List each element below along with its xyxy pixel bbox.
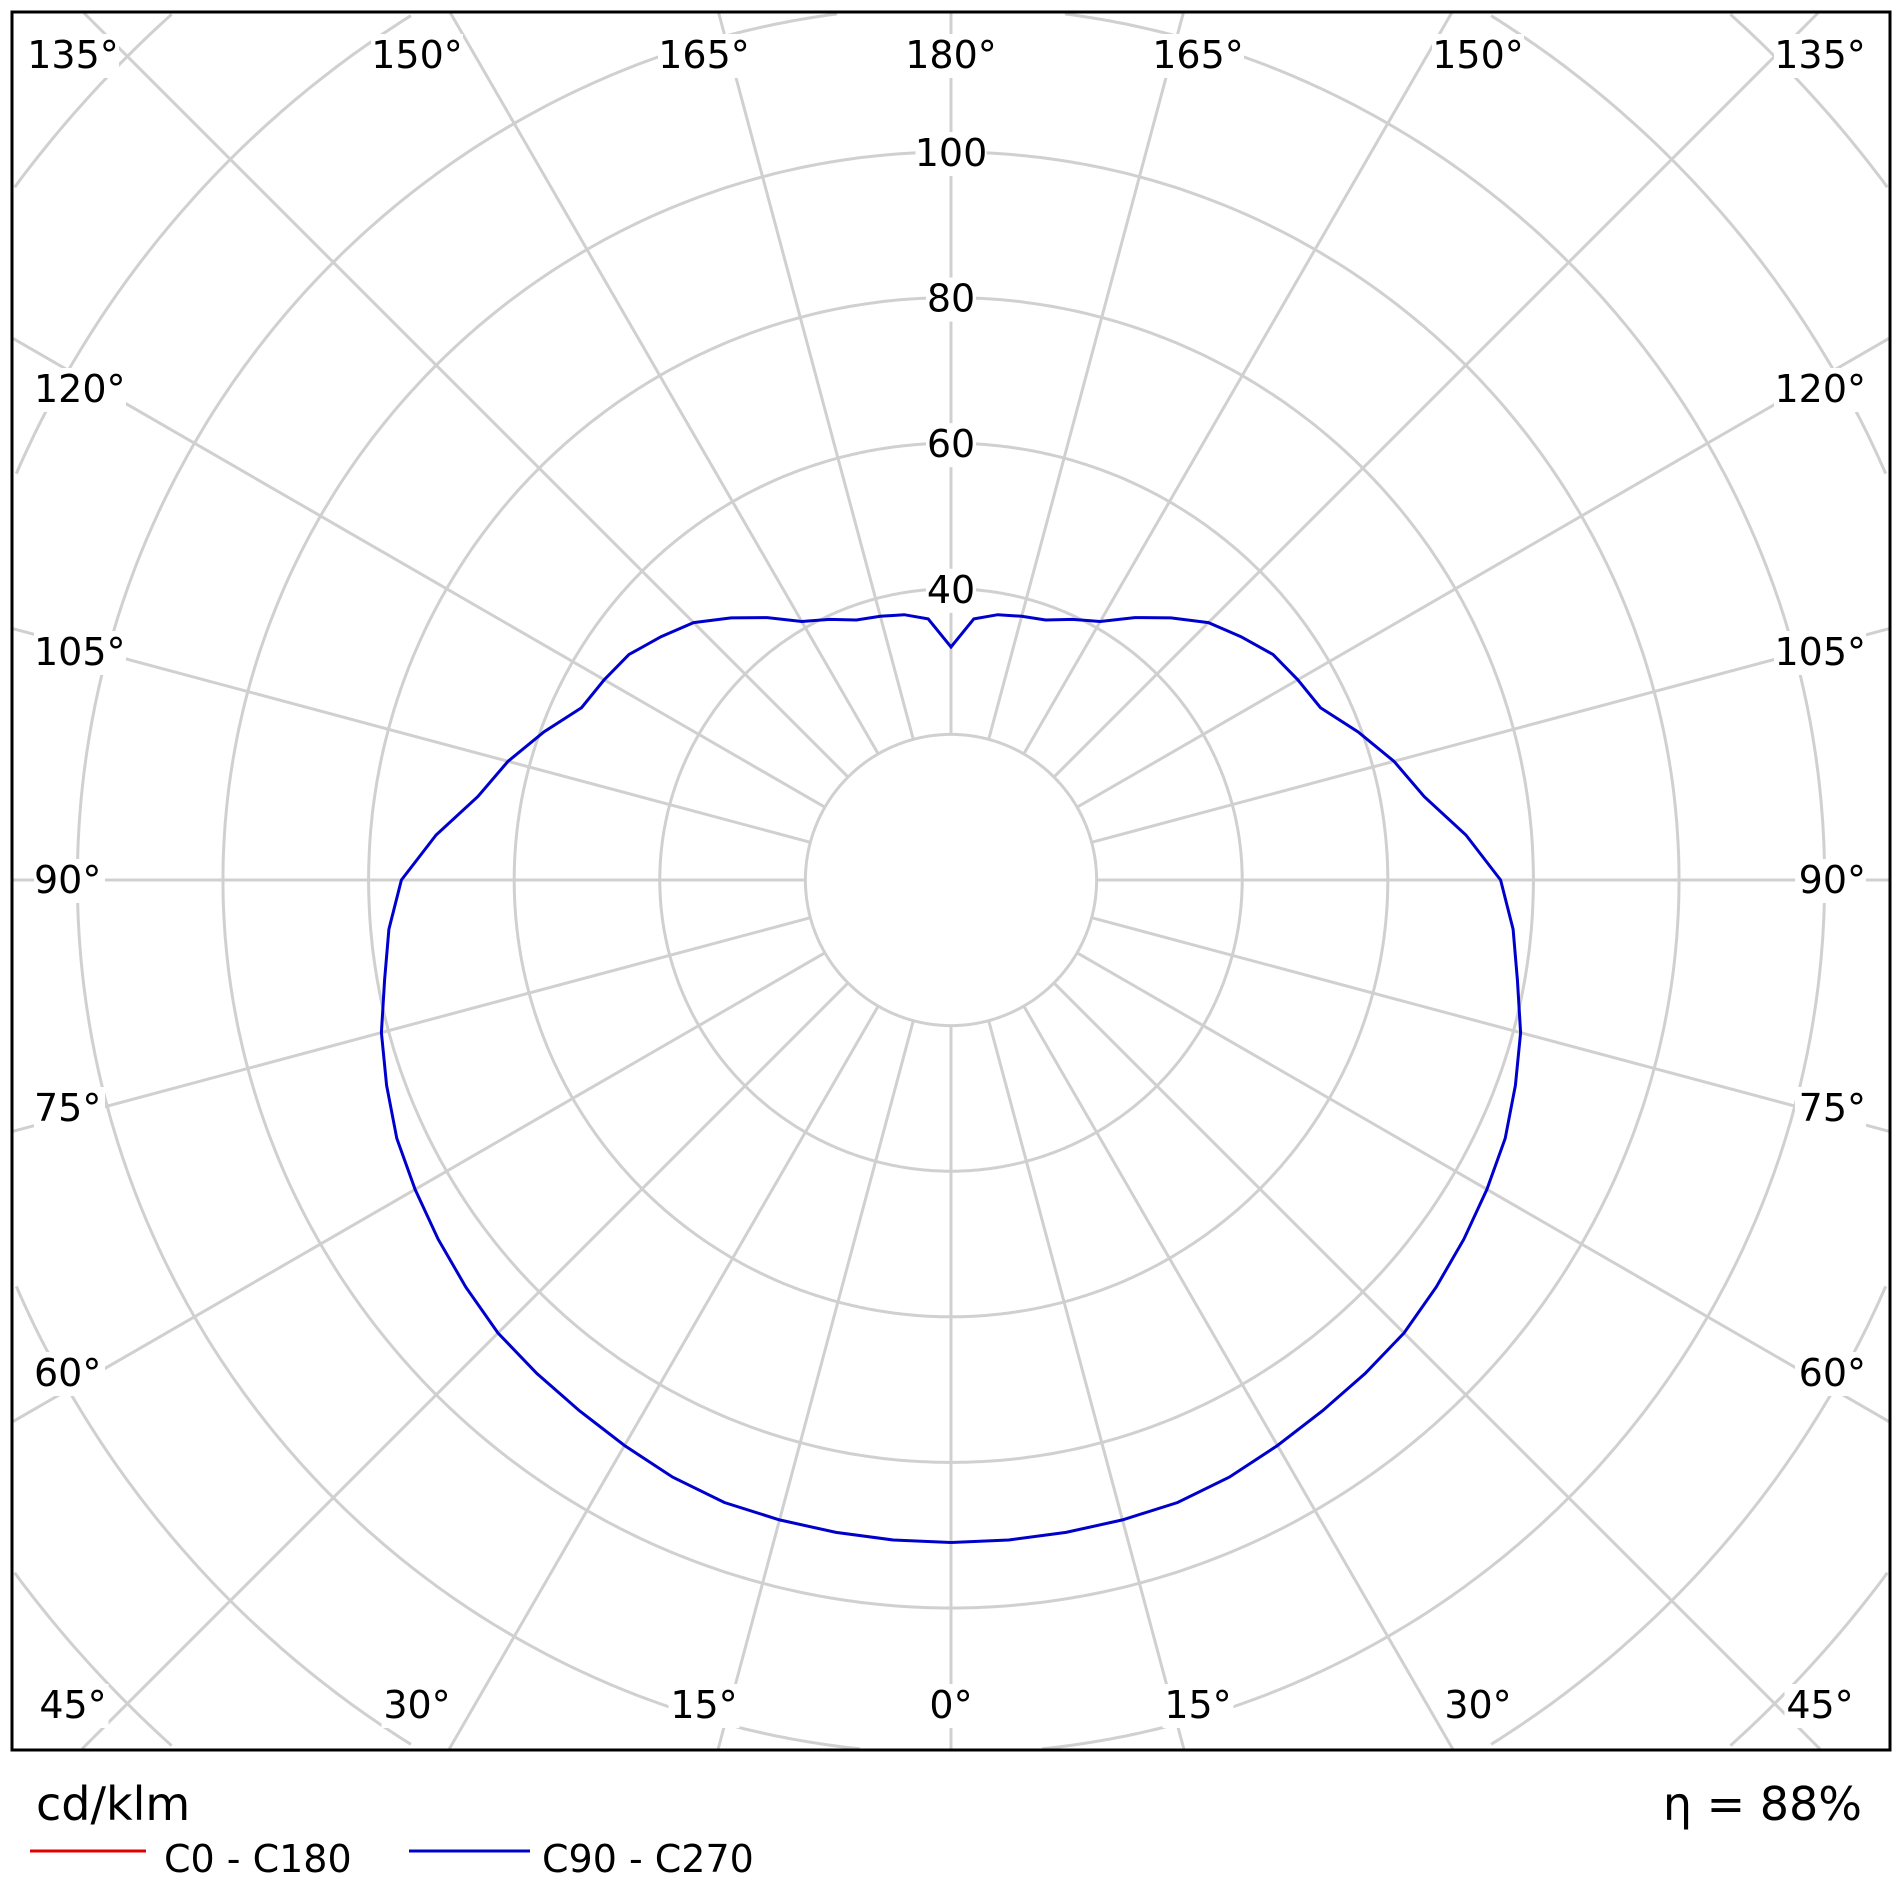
grid-spoke-105 xyxy=(1091,627,1890,844)
angle-label-bottom: 15° xyxy=(670,1683,737,1727)
grid-spoke-120 xyxy=(1076,337,1890,809)
grid-spoke-255 xyxy=(12,627,811,844)
angle-label-bottom-bg xyxy=(1162,1684,1234,1728)
grid-spoke-210 xyxy=(449,12,880,755)
grid-spoke-135 xyxy=(1052,11,1820,779)
angle-label-left: 75° xyxy=(34,1086,101,1130)
angle-label-right-bg xyxy=(1774,631,1866,675)
radial-tick-label-bg xyxy=(926,568,976,613)
plot-frame xyxy=(10,10,1892,1752)
angle-label-bottom-bg xyxy=(37,1684,109,1728)
curves xyxy=(379,613,1523,1544)
unit-label: cd/klm xyxy=(36,1777,190,1831)
grid-spoke-195 xyxy=(717,12,915,740)
axis-labels: 135° 150° 165° 180° 165° 150° 135° 45° 30° 15° 0° 1… xyxy=(27,33,1866,1728)
angle-label-bottom: 30° xyxy=(1444,1683,1511,1727)
grid-spoke-240 xyxy=(12,337,826,809)
polar-grid xyxy=(12,11,1890,1751)
angle-label-bottom-bg xyxy=(1784,1684,1856,1728)
grid-spoke-330 xyxy=(447,1005,880,1750)
angle-label-bottom: 45° xyxy=(1786,1683,1853,1727)
angle-label-bottom-bg xyxy=(668,1684,740,1728)
angle-label-bottom-bg xyxy=(381,1684,453,1728)
efficiency-label: η = 88% xyxy=(1663,1777,1862,1831)
angle-label-top: 165° xyxy=(658,33,750,77)
grid-ring-160 xyxy=(13,1571,173,1747)
angle-label-top: 135° xyxy=(1774,33,1866,77)
radial-tick-label: 60 xyxy=(927,422,975,466)
grid-spoke-45 xyxy=(1052,981,1822,1751)
angle-label-right-bg xyxy=(1795,1352,1866,1396)
grid-ring-160 xyxy=(13,13,173,189)
legend-label-c90-c270: C90 - C270 xyxy=(542,1837,754,1881)
grid-spoke-15 xyxy=(987,1020,1186,1750)
angle-label-right: 120° xyxy=(1774,367,1866,411)
angle-label-top-bg xyxy=(371,34,463,78)
grid-spoke-300 xyxy=(12,951,826,1423)
curve-c90-c270 xyxy=(379,613,1523,1544)
angle-label-left-bg xyxy=(34,1087,105,1131)
radial-tick-label-bg xyxy=(926,277,976,322)
angle-label-left: 120° xyxy=(34,367,126,411)
grid-spoke-150 xyxy=(1022,12,1453,755)
angle-label-bottom: 0° xyxy=(929,1683,972,1727)
angle-label-left: 105° xyxy=(34,630,126,674)
angle-label-left-bg xyxy=(34,631,126,675)
radial-tick-label-bg xyxy=(915,132,987,176)
angle-label-top: 150° xyxy=(371,33,463,77)
grid-spoke-345 xyxy=(716,1020,915,1750)
grid-spoke-315 xyxy=(80,981,850,1751)
angle-label-bottom: 15° xyxy=(1164,1683,1231,1727)
angle-label-bottom-bg xyxy=(926,1684,976,1728)
angle-label-top-bg xyxy=(905,34,997,78)
grid-spoke-30 xyxy=(1022,1005,1455,1750)
radial-tick-label: 80 xyxy=(927,277,975,321)
angle-label-top: 165° xyxy=(1152,33,1244,77)
angle-label-bottom: 45° xyxy=(39,1683,106,1727)
angle-label-top: 150° xyxy=(1432,33,1524,77)
angle-label-top: 180° xyxy=(905,33,997,77)
angle-label-bottom-bg xyxy=(1442,1684,1514,1728)
grid-spoke-75 xyxy=(1091,916,1890,1133)
grid-spoke-285 xyxy=(12,916,811,1133)
radial-tick-label: 40 xyxy=(927,568,975,612)
angle-label-left-bg xyxy=(34,1352,105,1396)
grid-ring-160 xyxy=(1729,1571,1889,1747)
angle-label-left-bg xyxy=(34,859,105,903)
angle-label-right: 105° xyxy=(1774,630,1866,674)
angle-label-top-bg xyxy=(1152,34,1244,78)
angle-label-top-bg xyxy=(1774,34,1866,78)
angle-label-right-bg xyxy=(1795,859,1866,903)
angle-label-left-bg xyxy=(34,368,126,412)
legend-label-c0-c180: C0 - C180 xyxy=(164,1837,352,1881)
grid-spoke-60 xyxy=(1076,951,1890,1423)
grid-ring-20 xyxy=(803,732,1099,1028)
angle-label-right: 60° xyxy=(1799,1351,1866,1395)
angle-label-right-bg xyxy=(1795,1087,1866,1131)
grid-spoke-225 xyxy=(82,11,850,779)
angle-label-top-bg xyxy=(1432,34,1524,78)
radial-tick-label-bg xyxy=(926,423,976,468)
angle-label-top-bg xyxy=(658,34,750,78)
angle-label-left: 60° xyxy=(34,1351,101,1395)
angle-label-top-bg xyxy=(27,34,119,78)
grid-spoke-165 xyxy=(987,12,1185,740)
angle-label-left: 90° xyxy=(34,858,101,902)
angle-label-top: 135° xyxy=(27,33,119,77)
angle-label-bottom: 30° xyxy=(383,1683,450,1727)
angle-label-right: 75° xyxy=(1799,1086,1866,1130)
angle-label-right: 90° xyxy=(1799,858,1866,902)
angle-label-right-bg xyxy=(1774,368,1866,412)
grid-ring-160 xyxy=(1729,13,1889,189)
radial-tick-label: 100 xyxy=(915,131,988,175)
